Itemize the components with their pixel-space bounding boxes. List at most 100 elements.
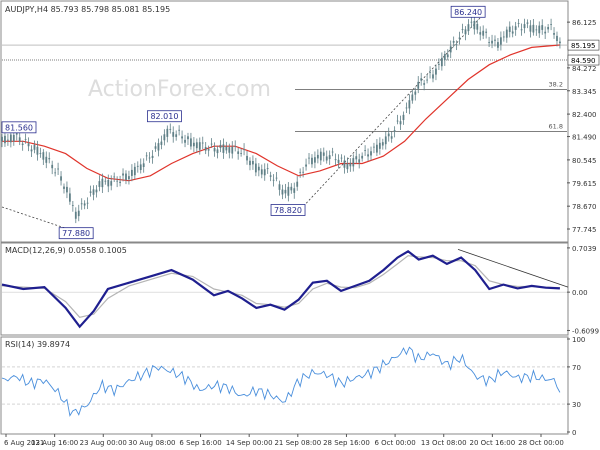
- price-candle-body: [4, 135, 6, 144]
- fib-level-label: 38.2: [549, 80, 563, 88]
- price-y-tick-label: 82.400: [572, 111, 597, 119]
- price-y-tick-label: 79.615: [572, 180, 597, 188]
- price-candle-body: [24, 138, 27, 140]
- macd-y-tick-label: -0.6099: [572, 327, 599, 335]
- macd-trendline: [457, 249, 569, 288]
- price-candle-body: [402, 114, 405, 121]
- price-candle-body: [299, 171, 302, 173]
- macd-panel-frame: [0, 242, 569, 336]
- price-y-tick-label: 86.125: [572, 19, 597, 27]
- x-tick-label: 20 Oct 16:00: [470, 439, 516, 447]
- price-candle-body: [384, 136, 387, 145]
- price-candle-body: [142, 163, 145, 168]
- price-candle-body: [260, 169, 263, 175]
- price-candle-body: [541, 25, 544, 30]
- price-candle-body: [254, 163, 257, 173]
- price-candle-body: [92, 189, 95, 195]
- macd-panel-title: MACD(12,26,9) 0.0558 0.1005: [5, 246, 127, 255]
- price-candle-body: [440, 57, 443, 67]
- price-candle-body: [308, 157, 310, 159]
- price-candle-body: [36, 146, 39, 155]
- price-candle-body: [494, 39, 496, 41]
- price-candle-body: [257, 166, 260, 171]
- price-candle-body: [287, 186, 290, 196]
- price-candle-body: [15, 133, 18, 135]
- price-candle-body: [535, 29, 538, 31]
- price-candle-body: [387, 133, 390, 137]
- price-candle-body: [378, 142, 381, 149]
- price-candle-body: [325, 156, 328, 161]
- price-candle-body: [505, 29, 508, 38]
- level-box: [567, 54, 600, 66]
- price-candle-body: [12, 134, 15, 142]
- current-price-label: 85.195: [571, 42, 596, 50]
- price-candle-body: [514, 26, 517, 30]
- price-candle-body: [390, 136, 393, 139]
- rsi-y-tick-label: 30: [572, 401, 581, 409]
- price-candle-body: [553, 33, 555, 35]
- price-candle-body: [284, 189, 287, 194]
- price-candle-body: [319, 151, 322, 161]
- price-candle-body: [27, 143, 30, 147]
- price-candle-body: [556, 35, 558, 42]
- price-candle-body: [21, 143, 24, 145]
- price-candle-body: [145, 155, 148, 157]
- price-annotation-box: [450, 5, 486, 18]
- price-candle-body: [488, 42, 490, 43]
- macd-line: [1, 249, 560, 329]
- x-tick-label: 13 Oct 08:00: [421, 439, 467, 447]
- price-candle-body: [491, 40, 493, 44]
- price-candle-body: [432, 74, 434, 79]
- price-candle-body: [216, 149, 219, 154]
- price-candle-body: [51, 164, 54, 169]
- price-candle-body: [438, 64, 440, 65]
- price-candle-body: [411, 94, 414, 101]
- price-candle-body: [175, 134, 178, 137]
- price-candle-body: [470, 21, 473, 23]
- price-candle-body: [408, 100, 411, 109]
- x-tick-label: 23 Aug 00:00: [80, 439, 127, 447]
- price-candle-body: [435, 68, 437, 75]
- price-candle-body: [420, 78, 423, 81]
- price-candle-body: [95, 189, 98, 193]
- price-candle-body: [7, 139, 9, 141]
- price-candle-body: [157, 143, 160, 151]
- rsi-line: [1, 346, 561, 417]
- current-price-box: [567, 39, 600, 51]
- price-candle-body: [234, 146, 237, 147]
- price-y-tick-label: 78.670: [572, 203, 597, 211]
- rsi-panel-frame: [0, 336, 569, 435]
- price-candle-body: [225, 146, 228, 151]
- x-tick-label: 21 Sep 08:00: [274, 439, 321, 447]
- price-candle-body: [275, 177, 278, 179]
- price-candle-body: [476, 23, 479, 30]
- x-tick-label: 28 Oct 00:00: [518, 439, 564, 447]
- price-candle-body: [449, 46, 452, 53]
- price-candle-body: [71, 205, 74, 206]
- price-candle-body: [343, 160, 346, 168]
- price-candle-body: [405, 107, 408, 109]
- price-candle-body: [423, 83, 426, 85]
- macd-signal-line: [1, 255, 560, 318]
- level-label: 84.590: [571, 57, 596, 65]
- price-candle-body: [367, 154, 369, 157]
- price-candle-body: [370, 151, 372, 156]
- price-candle-body: [461, 29, 464, 30]
- price-candle-body: [195, 142, 198, 149]
- price-candle-body: [322, 152, 325, 156]
- price-candle-body: [133, 166, 136, 176]
- price-candle-body: [39, 153, 42, 154]
- price-candle-body: [192, 142, 195, 147]
- x-tick-label: 6 Aug 2021: [4, 439, 44, 447]
- price-candle-body: [9, 134, 12, 143]
- price-annotation-label: 77.880: [62, 229, 90, 238]
- moving-average-line: [2, 44, 560, 182]
- price-annotation-label: 81.560: [5, 123, 33, 132]
- price-candle-body: [77, 210, 80, 217]
- price-candle-body: [458, 37, 461, 39]
- price-candle-body: [376, 144, 378, 153]
- price-candle-body: [352, 158, 355, 167]
- price-candle-body: [361, 155, 364, 159]
- price-candle-body: [68, 193, 71, 202]
